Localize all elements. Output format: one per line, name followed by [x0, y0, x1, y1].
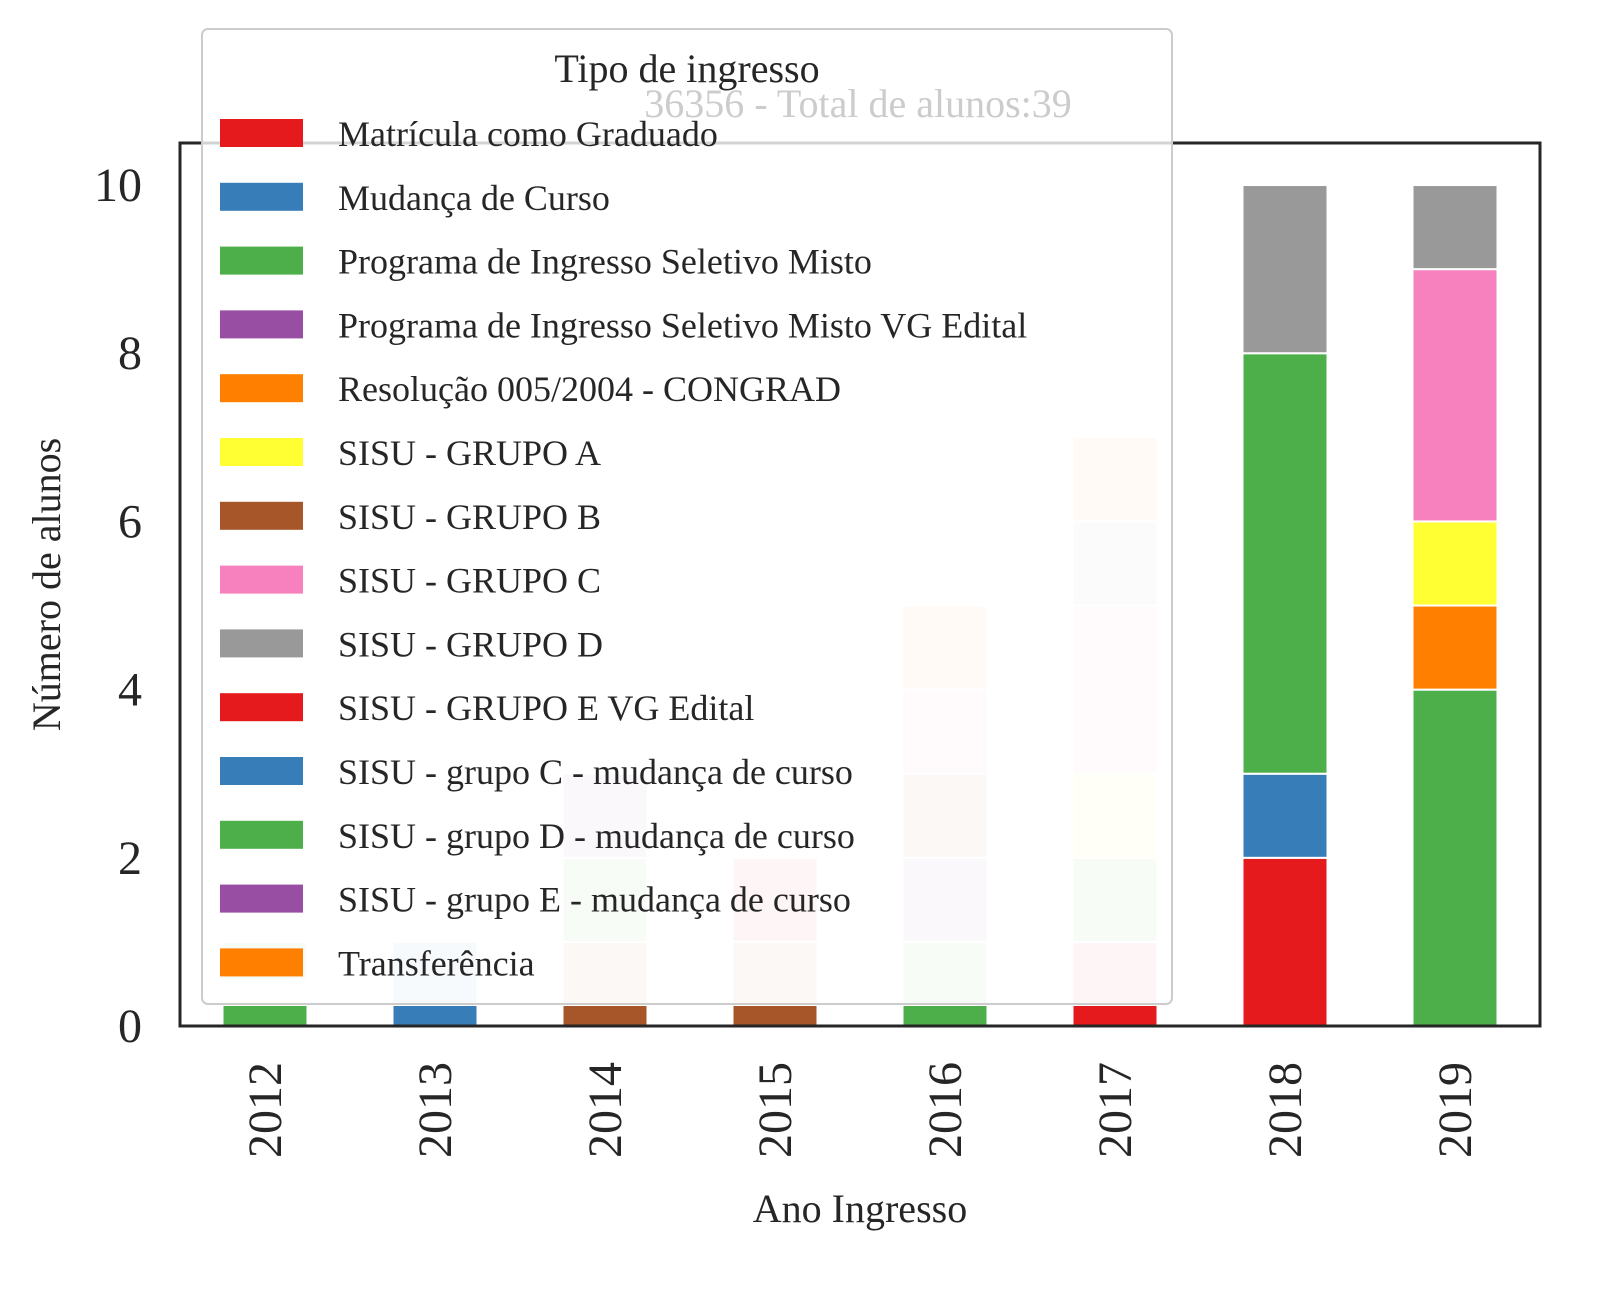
x-tick-label-2018: 2018	[1259, 1062, 1312, 1158]
legend-label-2: Programa de Ingresso Seletivo Misto	[338, 242, 872, 282]
legend-box	[201, 28, 1173, 1005]
bar-segment-2019-s4	[1411, 604, 1499, 691]
legend-label-3: Programa de Ingresso Seletivo Misto VG E…	[338, 305, 1027, 345]
legend-label-13: Transferência	[338, 943, 535, 983]
x-tick-label-2015: 2015	[749, 1062, 802, 1158]
y-tick-label-10: 10	[94, 159, 142, 212]
bar-segment-2017-s0	[1071, 1003, 1159, 1028]
x-tick-label-2019: 2019	[1429, 1062, 1482, 1158]
x-tick-label-2016: 2016	[919, 1062, 972, 1158]
y-tick-label-0: 0	[118, 1000, 142, 1053]
chart-title: 36356 - Total de alunos:39	[644, 81, 1072, 126]
x-axis-ticks: 2012 2013 2014 2015 2016 2017 2018 2019	[239, 1062, 1482, 1158]
bar-segment-2012-s2	[221, 1003, 309, 1028]
legend-label-6: SISU - GRUPO B	[338, 497, 601, 537]
legend-title: Tipo de ingresso	[554, 46, 819, 91]
x-tick-label-2014: 2014	[579, 1062, 632, 1158]
x-axis-label: Ano Ingresso	[753, 1186, 967, 1231]
legend-label-7: SISU - GRUPO C	[338, 561, 601, 601]
x-tick-label-2012: 2012	[239, 1062, 292, 1158]
bar-segment-2014-s6	[561, 1003, 649, 1028]
legend-swatch-5	[220, 438, 303, 466]
legend-label-9: SISU - GRUPO E VG Edital	[338, 688, 754, 728]
legend-label-12: SISU - grupo E - mudança de curso	[338, 880, 851, 920]
legend-label-8: SISU - GRUPO D	[338, 624, 603, 664]
legend-swatch-9	[220, 693, 303, 722]
legend-label-1: Mudança de Curso	[338, 178, 610, 218]
legend-swatch-0	[220, 119, 303, 147]
legend-label-5: SISU - GRUPO A	[338, 433, 601, 473]
legend-items: Matrícula como Graduado Mudança de Curso P…	[220, 114, 1027, 983]
y-tick-label-6: 6	[118, 495, 142, 548]
x-tick-label-2017: 2017	[1089, 1062, 1142, 1158]
legend-label-10: SISU - grupo C - mudança de curso	[338, 752, 853, 792]
legend-swatch-12	[220, 884, 303, 913]
bar-segment-2018-s0	[1241, 856, 1329, 1027]
legend: Tipo de ingresso Matrícula como Graduado…	[201, 28, 1173, 1005]
x-tick-label-2013: 2013	[409, 1062, 462, 1158]
bar-segment-2016-s2	[901, 1003, 989, 1028]
y-axis-ticks: 0 2 4 6 8 10	[94, 159, 142, 1053]
legend-swatch-10	[220, 757, 303, 785]
legend-swatch-3	[220, 310, 303, 339]
bar-segment-2018-s2	[1241, 352, 1329, 775]
bar-segment-2015-s6	[731, 1003, 819, 1028]
y-tick-label-8: 8	[118, 327, 142, 380]
legend-label-4: Resolução 005/2004 - CONGRAD	[338, 369, 841, 409]
bar-segment-2019-s7	[1411, 268, 1499, 523]
legend-swatch-6	[220, 501, 303, 530]
legend-label-11: SISU - grupo D - mudança de curso	[338, 816, 855, 856]
bar-segment-2018-s8	[1241, 184, 1329, 355]
legend-swatch-8	[220, 629, 303, 658]
bar-segment-2013-s1	[391, 1003, 479, 1028]
legend-swatch-11	[220, 820, 303, 849]
y-axis-label: Número de alunos	[24, 438, 69, 731]
y-tick-label-4: 4	[118, 664, 142, 717]
bar-segment-2019-s8	[1411, 184, 1499, 271]
bars-layer	[221, 184, 1499, 1028]
legend-swatch-13	[220, 948, 303, 977]
legend-swatch-7	[220, 565, 303, 594]
bar-segment-2019-s5	[1411, 520, 1499, 607]
legend-swatch-4	[220, 374, 303, 403]
legend-swatch-2	[220, 246, 303, 275]
legend-swatch-1	[220, 182, 303, 211]
legend-label-0: Matrícula como Graduado	[338, 114, 718, 154]
bar-segment-2018-s1	[1241, 772, 1329, 859]
bar-segment-2019-s2	[1411, 688, 1499, 1027]
y-tick-label-2: 2	[118, 832, 142, 885]
